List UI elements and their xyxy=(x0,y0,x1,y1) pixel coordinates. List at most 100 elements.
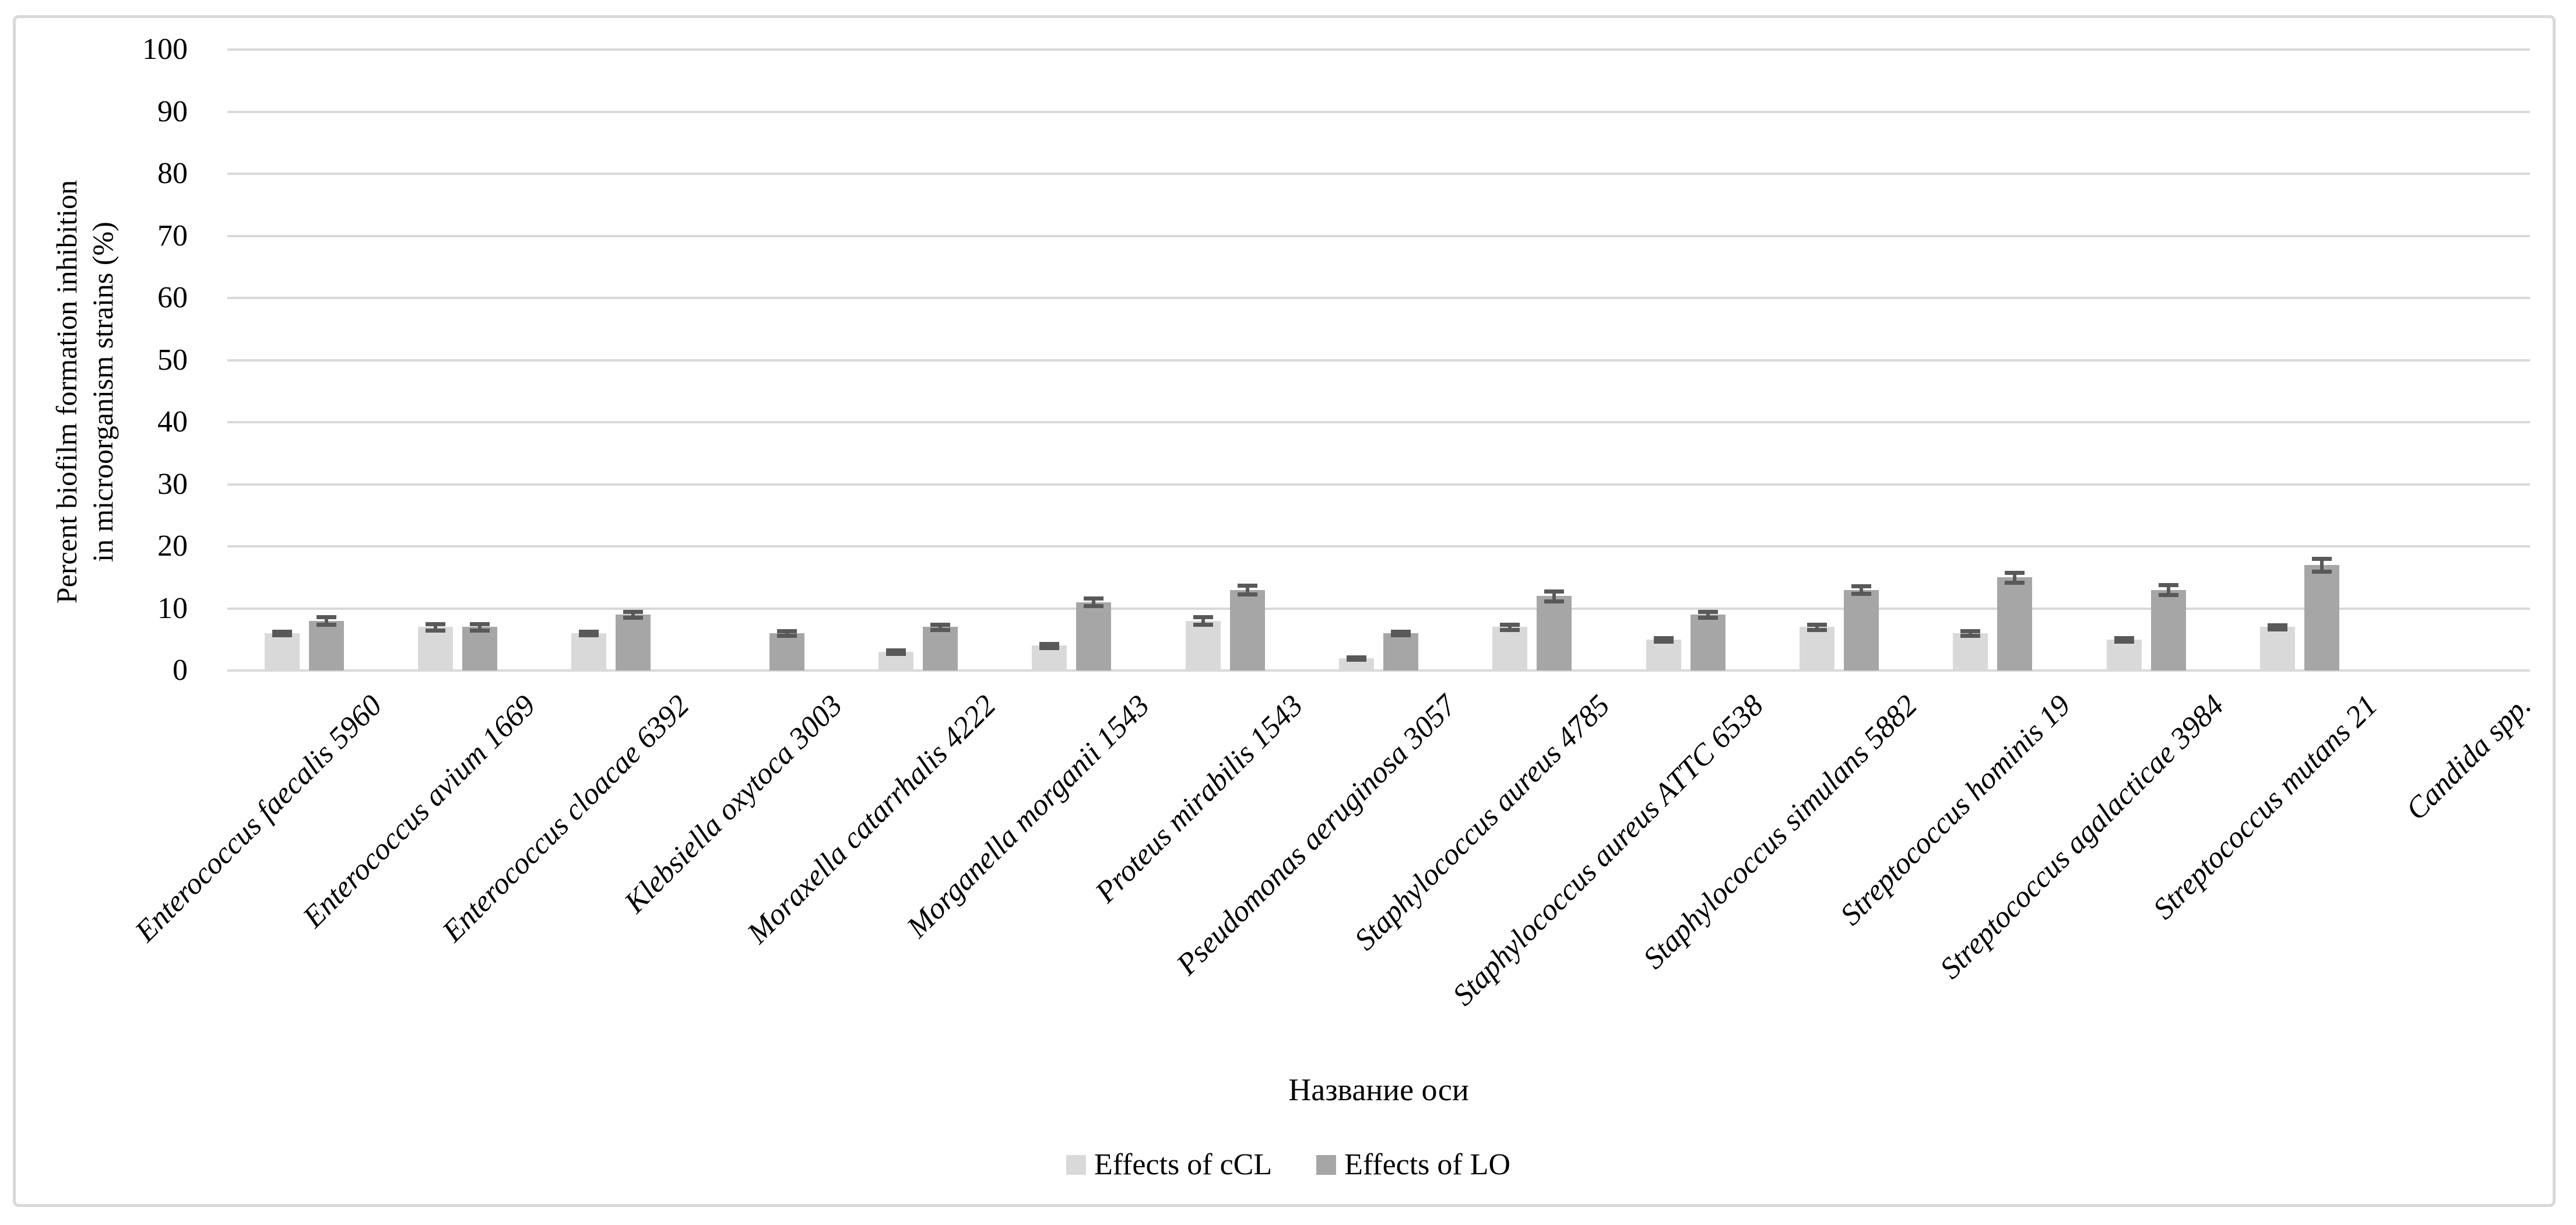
error-bar-cap xyxy=(426,622,445,627)
error-bar-cap xyxy=(2005,580,2025,585)
error-bar-cap xyxy=(470,628,490,633)
error-bar xyxy=(631,611,635,618)
y-tick-label: 30 xyxy=(157,467,188,501)
error-bar xyxy=(939,624,942,630)
error-bar-cap xyxy=(2158,583,2178,588)
error-bar xyxy=(1508,624,1512,630)
legend-swatch-icon xyxy=(1066,1155,1086,1175)
error-bar-cap xyxy=(1391,633,1411,638)
error-bar xyxy=(1815,624,1819,630)
bar-effects-of-ccl xyxy=(2106,639,2142,671)
x-axis-title: Название оси xyxy=(1288,1072,1469,1107)
error-bar-cap xyxy=(886,648,906,652)
error-bar xyxy=(324,617,328,625)
gridline xyxy=(227,359,2530,361)
gridline xyxy=(227,48,2530,51)
gridline xyxy=(227,607,2530,610)
error-bar-cap xyxy=(776,629,797,633)
bar-effects-of-lo xyxy=(1844,589,1879,671)
error-bar xyxy=(1245,585,1249,594)
error-bar-cap xyxy=(1544,589,1565,594)
y-tick-label: 50 xyxy=(157,343,188,377)
error-bar-cap xyxy=(2158,593,2178,598)
y-tick-label: 0 xyxy=(173,654,188,687)
error-bar xyxy=(434,624,437,630)
gridline xyxy=(227,421,2530,423)
error-bar-cap xyxy=(272,629,292,634)
error-bar-cap xyxy=(1653,636,1674,640)
error-bar-cap xyxy=(2268,623,2287,628)
bar-effects-of-lo xyxy=(308,620,344,671)
error-bar-cap xyxy=(623,616,644,620)
gridline xyxy=(227,297,2530,299)
gridline xyxy=(227,110,2530,113)
bar-effects-of-ccl xyxy=(2260,627,2295,671)
error-bar-cap xyxy=(1500,627,1520,632)
error-bar-cap xyxy=(623,609,644,614)
gridline xyxy=(227,173,2530,175)
error-bar xyxy=(1552,591,1556,601)
error-bar-cap xyxy=(1698,616,1718,620)
error-bar-cap xyxy=(1851,584,1871,589)
chart-border xyxy=(13,15,2556,1207)
bar-effects-of-lo xyxy=(1076,602,1112,671)
error-bar-cap xyxy=(1039,645,1060,650)
gridline xyxy=(227,234,2530,237)
error-bar-cap xyxy=(1960,629,1981,633)
error-bar-cap xyxy=(1237,592,1257,596)
y-tick-label: 80 xyxy=(157,157,188,190)
bar-effects-of-lo xyxy=(1690,615,1725,671)
bar-effects-of-lo xyxy=(2304,564,2339,671)
bar-effects-of-lo xyxy=(1383,633,1418,671)
error-bar-cap xyxy=(2268,627,2287,631)
bar-effects-of-lo xyxy=(1229,589,1265,671)
bar-effects-of-lo xyxy=(1997,577,2033,671)
bar-effects-of-lo xyxy=(769,633,804,671)
error-bar-cap xyxy=(1653,639,1674,644)
gridline xyxy=(227,545,2530,547)
error-bar-cap xyxy=(2312,569,2332,574)
bar-effects-of-ccl xyxy=(1646,639,1681,671)
bar-effects-of-ccl xyxy=(264,633,300,671)
error-bar-cap xyxy=(2005,570,2025,575)
bar-effects-of-ccl xyxy=(1185,620,1221,671)
error-bar-cap xyxy=(2114,636,2134,640)
bar-effects-of-ccl xyxy=(571,633,607,671)
error-bar-cap xyxy=(579,633,599,638)
error-bar-cap xyxy=(1851,591,1871,596)
error-bar-cap xyxy=(2312,557,2332,561)
error-bar-cap xyxy=(1039,642,1060,647)
error-bar xyxy=(2013,572,2017,582)
error-bar xyxy=(785,630,789,636)
bar-effects-of-lo xyxy=(2150,589,2186,671)
error-bar-cap xyxy=(1084,604,1104,609)
error-bar-cap xyxy=(930,623,950,627)
error-bar-cap xyxy=(1698,609,1718,614)
error-bar-cap xyxy=(886,652,906,657)
error-bar-cap xyxy=(1500,623,1520,627)
error-bar-cap xyxy=(1391,629,1411,634)
y-tick-label: 60 xyxy=(157,281,188,314)
error-bar-cap xyxy=(316,623,336,627)
legend-label: Effects of cCL xyxy=(1094,1148,1273,1181)
y-tick-label: 40 xyxy=(157,405,188,438)
legend-swatch-icon xyxy=(1316,1155,1337,1175)
error-bar-cap xyxy=(776,634,797,638)
error-bar-cap xyxy=(1193,615,1213,620)
error-bar-cap xyxy=(579,629,599,634)
error-bar-cap xyxy=(470,622,490,627)
error-bar xyxy=(1860,586,1863,594)
error-bar-cap xyxy=(1807,627,1827,632)
gridline xyxy=(227,483,2530,486)
bar-effects-of-lo xyxy=(462,627,497,671)
error-bar-cap xyxy=(1347,655,1366,659)
error-bar-cap xyxy=(1807,623,1827,627)
error-bar xyxy=(1969,630,1973,636)
error-bar-cap xyxy=(930,627,950,632)
legend-item-effects-of-lo: Effects of LO xyxy=(1316,1147,1510,1182)
error-bar-cap xyxy=(1544,599,1565,603)
bar-effects-of-lo xyxy=(616,615,651,671)
bar-effects-of-ccl xyxy=(1492,627,1528,671)
y-tick-label: 10 xyxy=(157,591,188,625)
